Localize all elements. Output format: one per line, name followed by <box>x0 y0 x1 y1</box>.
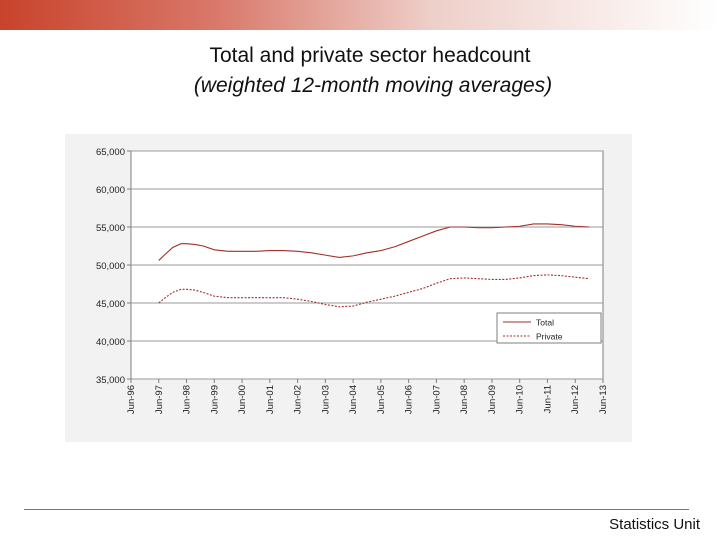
footer-label: Statistics Unit <box>609 516 700 533</box>
y-tick-label: 60,000 <box>96 185 125 196</box>
series-line-total <box>158 223 590 261</box>
y-tick-label: 40,000 <box>96 337 125 348</box>
slide-subtitle: (weighted 12-month moving averages) <box>193 74 553 97</box>
top-accent-bar <box>0 0 720 30</box>
x-tick-label: Jun-99 <box>209 385 220 414</box>
x-tick-label: Jun-11 <box>542 385 553 413</box>
x-tick-label: Jun-09 <box>487 385 498 414</box>
x-tick-label: Jun-06 <box>404 385 415 414</box>
line-chart: 35,000 40,000 45,000 50,000 55,000 60,000 65,0… <box>96 147 609 414</box>
x-tick-label: Jun-12 <box>570 385 581 414</box>
x-tick-label: Jun-08 <box>459 385 470 414</box>
x-tick-label: Jun-02 <box>293 385 304 414</box>
x-tick-label: Jun-07 <box>431 385 442 414</box>
x-tick-label: Jun-00 <box>237 385 248 414</box>
x-tick-label: Jun-13 <box>598 385 609 414</box>
x-tick-label: Jun-97 <box>154 385 165 414</box>
series-line-private <box>158 274 590 308</box>
footer-divider <box>24 509 689 510</box>
x-tick-label: Jun-03 <box>320 385 331 414</box>
x-tick-label: Jun-96 <box>126 385 137 414</box>
legend-label: Total <box>536 318 554 328</box>
x-tick-label: Jun-01 <box>265 385 276 414</box>
slide-title: Total and private sector headcount <box>209 44 531 67</box>
y-tick-label: 55,000 <box>96 223 125 234</box>
legend-box <box>496 312 602 344</box>
x-tick-label: Jun-05 <box>376 385 387 414</box>
chart-frame: 35,000 40,000 45,000 50,000 55,000 60,000 65,0… <box>65 134 632 442</box>
y-tick-label: 65,000 <box>96 147 125 158</box>
x-tick-label: Jun-10 <box>515 385 526 414</box>
y-tick-label: 50,000 <box>96 261 125 272</box>
x-tick-label: Jun-98 <box>182 385 193 414</box>
x-tick-label: Jun-04 <box>348 385 359 414</box>
y-tick-label: 35,000 <box>96 375 125 386</box>
legend-label: Private <box>536 332 563 342</box>
y-tick-label: 45,000 <box>96 299 125 310</box>
